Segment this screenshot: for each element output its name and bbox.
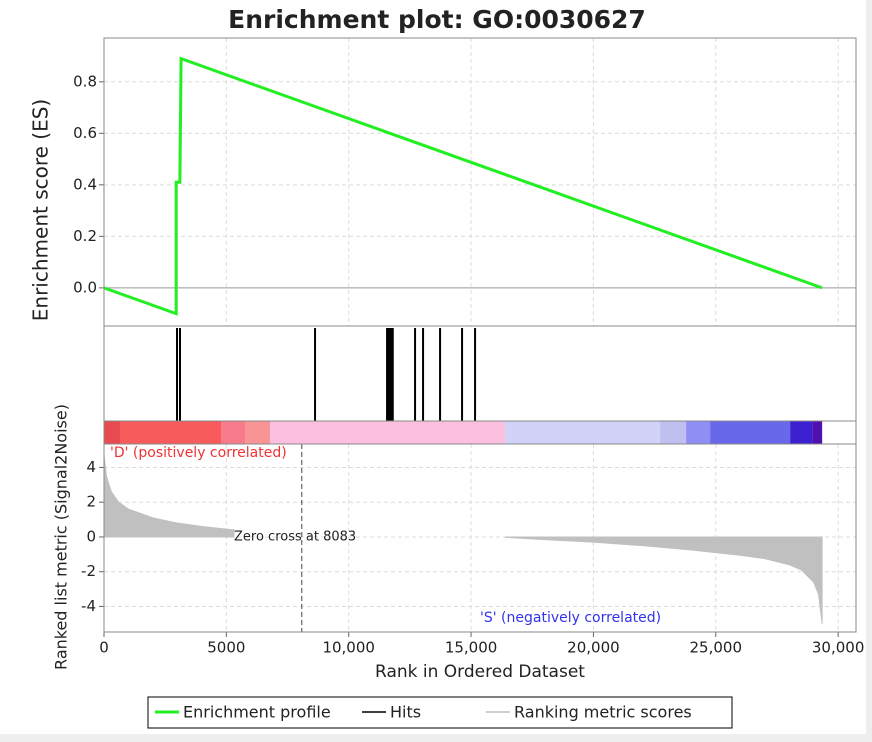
zero-cross-label: Zero cross at 8083 — [234, 529, 356, 544]
rank-band-segment — [120, 421, 222, 444]
y-tick-label: 0.8 — [73, 72, 97, 90]
rank-band-segment — [790, 421, 813, 444]
metric-area — [103, 455, 823, 624]
y-tick-label: 2 — [86, 493, 96, 511]
x-tick-label: 30,000 — [812, 639, 865, 657]
legend-box — [147, 696, 733, 729]
rank-band-segment — [660, 421, 687, 444]
rank-band-segment — [104, 421, 121, 444]
y-tick-label: 0.6 — [73, 124, 97, 142]
es-axis-label: Enrichment score (ES) — [29, 99, 53, 321]
rank-band-segment — [221, 421, 246, 444]
edge-band — [866, 0, 872, 742]
x-tick-label: 0 — [99, 639, 109, 657]
rank-band-segment — [812, 421, 823, 444]
x-tick-label: 10,000 — [322, 639, 375, 657]
footer-band — [0, 734, 872, 742]
pos-label: 'D' (positively correlated) — [110, 445, 287, 461]
rank-band-segment — [505, 421, 661, 444]
panel — [104, 326, 856, 421]
metric-axis-label: Ranked list metric (Signal2Noise) — [52, 404, 71, 670]
y-tick-label: -4 — [81, 597, 96, 615]
es-line — [103, 56, 823, 316]
panel — [104, 38, 856, 326]
y-tick-label: 0.2 — [73, 227, 97, 245]
legend-label: Enrichment profile — [183, 703, 331, 722]
y-tick-label: 0.4 — [73, 175, 97, 193]
panel-frame — [103, 443, 857, 633]
legend-label: Hits — [390, 703, 421, 722]
x-tick-label: 20,000 — [567, 639, 620, 657]
x-tick-label: 25,000 — [690, 639, 743, 657]
rank-band-segment — [686, 421, 711, 444]
y-tick-label: 0.0 — [73, 278, 97, 296]
rank-band-segment — [270, 421, 506, 444]
x-axis-label: Rank in Ordered Dataset — [375, 662, 585, 682]
x-tick-label: 15,000 — [445, 639, 498, 657]
chart-title: Enrichment plot: GO:0030627 — [228, 5, 646, 34]
rank-band-segment — [245, 421, 271, 444]
legend-label: Ranking metric scores — [514, 703, 692, 722]
rank-band-segment — [710, 421, 791, 444]
y-tick-label: 4 — [86, 458, 96, 476]
neg-label: 'S' (negatively correlated) — [480, 610, 661, 626]
y-tick-label: -2 — [81, 562, 96, 580]
x-tick-label: 5000 — [207, 639, 245, 657]
y-tick-label: 0 — [86, 527, 96, 545]
